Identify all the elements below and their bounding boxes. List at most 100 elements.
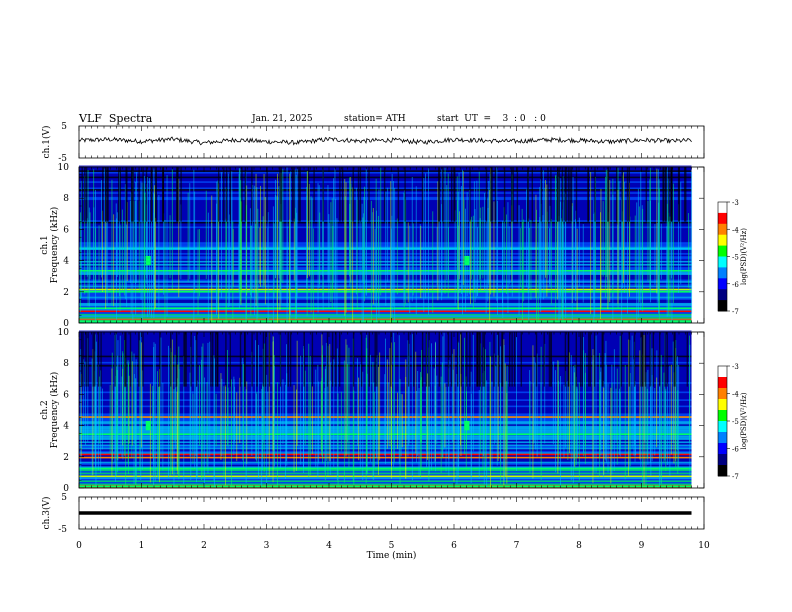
sferic-streak [289, 173, 291, 323]
sferic-streak [668, 212, 670, 310]
sferic-streak [473, 181, 475, 293]
sferic-streak [176, 391, 178, 471]
sferic-streak [497, 200, 498, 315]
dark-gap [421, 332, 424, 387]
sferic-streak [393, 332, 395, 468]
sferic-streak [537, 222, 539, 322]
sferic-streak [143, 183, 145, 318]
frequency-band [79, 237, 692, 240]
sferic-streak [169, 348, 171, 476]
dark-gap [633, 332, 636, 387]
sferic-streak [602, 201, 604, 277]
sferic-streak [168, 345, 169, 478]
sferic-streak [572, 365, 574, 483]
sferic-streak [84, 175, 86, 295]
sferic-streak [223, 386, 225, 479]
sferic-streak [458, 172, 460, 293]
sferic-streak [396, 218, 398, 295]
sferic-streak [239, 168, 241, 292]
dark-gap [291, 167, 294, 222]
sferic-streak [80, 349, 82, 482]
colorbar-segment [718, 202, 727, 214]
sferic-streak [296, 168, 298, 299]
dark-gap [177, 167, 179, 222]
sferic-streak [138, 200, 140, 293]
colorbar-segment [718, 410, 727, 422]
dark-gap [421, 167, 424, 222]
sferic-streak [362, 217, 364, 283]
dark-gap [313, 167, 315, 222]
y-tick-label: 5 [61, 493, 67, 503]
sferic-streak [412, 223, 414, 296]
sferic-streak [640, 171, 642, 311]
sferic-streak [603, 387, 605, 475]
frequency-band [79, 480, 692, 483]
sferic-streak [563, 384, 565, 458]
dark-gap [511, 332, 513, 387]
sferic-streak [306, 186, 308, 288]
frequency-band [79, 335, 692, 337]
dark-gap [87, 332, 89, 387]
dark-gap [593, 332, 596, 387]
dark-gap [485, 167, 488, 222]
frequency-band [79, 265, 692, 268]
sferic-streak [328, 214, 330, 308]
colorbar-tick-label: -4 [732, 226, 739, 234]
sferic-streak [139, 340, 141, 472]
dark-gap [501, 332, 503, 387]
frequency-band [79, 284, 692, 286]
dark-gap [159, 332, 161, 387]
x-tick-label: 3 [264, 541, 270, 551]
sferic-streak [401, 394, 403, 448]
sferic-streak [387, 382, 389, 446]
dark-gap [469, 167, 471, 222]
sferic-streak [436, 375, 438, 445]
sferic-streak [329, 344, 331, 462]
sferic-streak [669, 216, 671, 317]
dark-gap [368, 332, 370, 387]
x-axis-label: Time (min) [367, 550, 417, 561]
sferic-streak [317, 364, 319, 478]
sferic-streak [488, 181, 490, 285]
sferic-streak [466, 391, 467, 450]
sferic-streak [373, 382, 375, 480]
dark-gap [671, 167, 673, 222]
y-tick-label: 10 [58, 328, 70, 338]
frequency-band [79, 246, 692, 249]
sferic-streak [576, 228, 578, 311]
sferic-streak [394, 187, 396, 322]
frequency-band [79, 483, 692, 486]
sferic-streak [595, 335, 597, 473]
sferic-streak [356, 199, 358, 311]
sferic-streak [225, 385, 226, 486]
frequency-band [79, 241, 692, 244]
sferic-streak [636, 202, 638, 323]
dark-gap [289, 332, 292, 387]
sferic-streak [325, 366, 327, 444]
sferic-streak [268, 332, 270, 476]
ch1-waveform-panel: 5 -5 ch.1(V) [41, 122, 705, 164]
sferic-streak [273, 366, 275, 470]
sferic-streak [232, 221, 234, 319]
sferic-streak [646, 388, 648, 459]
sferic-streak [441, 168, 443, 296]
dark-gap [80, 332, 83, 387]
sferic-streak [407, 222, 409, 303]
sferic-streak [615, 388, 617, 443]
sferic-streak [170, 352, 172, 472]
sferic-streak [280, 334, 281, 469]
sferic-streak [104, 168, 106, 283]
sferic-streak [152, 385, 154, 458]
dark-gap [97, 332, 100, 387]
sferic-streak [227, 173, 229, 308]
sferic-streak [227, 349, 228, 445]
sferic-streak [131, 351, 133, 459]
dark-gap [266, 167, 268, 222]
sferic-streak [611, 382, 613, 450]
sferic-streak [471, 216, 472, 280]
sferic-streak [149, 383, 151, 483]
sferic-streak [241, 201, 242, 292]
sferic-streak [318, 381, 320, 464]
dark-gap [428, 332, 430, 387]
sferic-streak [673, 372, 675, 464]
